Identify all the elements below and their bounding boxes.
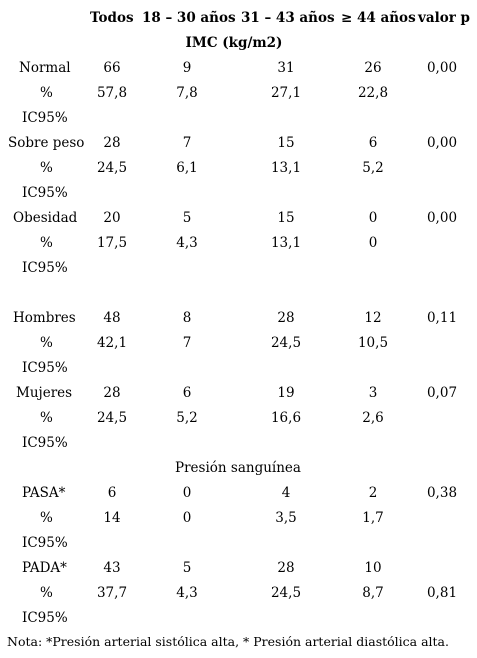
cell: 24,5 (96, 160, 128, 176)
row-label-pct: % (40, 85, 53, 101)
cell: 17,5 (96, 235, 128, 251)
cell: 5,2 (362, 160, 384, 176)
footnote: Nota: *Presión arterial sistólica alta, … (7, 634, 449, 649)
cell: 13,1 (270, 235, 302, 251)
cell: 7 (182, 135, 192, 151)
cell: 24,5 (96, 410, 128, 426)
cell: 24,5 (270, 585, 302, 601)
cell: 8,7 (362, 585, 384, 601)
cell: 12 (364, 310, 382, 326)
cell: 13,1 (270, 160, 302, 176)
cell: 16,6 (270, 410, 302, 426)
cell: 28 (103, 385, 121, 401)
row-label-pct: % (40, 335, 53, 351)
header-col-31-43: 31 – 43 años (241, 10, 335, 26)
cell: 0 (182, 485, 192, 501)
row-label-pct: % (40, 160, 53, 176)
cell: 0 (368, 210, 378, 226)
row-label-obesidad: Obesidad (13, 210, 78, 226)
cell: 9 (182, 60, 192, 76)
cell-pvalue: 0,38 (426, 485, 458, 501)
cell: 28 (277, 560, 295, 576)
cell: 5 (182, 210, 192, 226)
cell: 4 (281, 485, 291, 501)
cell: 66 (103, 60, 121, 76)
cell: 37,7 (96, 585, 128, 601)
cell: 28 (277, 310, 295, 326)
cell: 22,8 (357, 85, 389, 101)
cell-pvalue: 0,07 (426, 385, 458, 401)
cell: 48 (103, 310, 121, 326)
cell: 3,5 (275, 510, 297, 526)
header-col-todos: Todos (90, 10, 134, 26)
cell-pvalue: 0,00 (426, 210, 458, 226)
cell: 4,3 (176, 585, 198, 601)
section-presion: Presión sanguínea (175, 460, 301, 476)
row-label-mujeres: Mujeres (16, 385, 73, 401)
cell: 7,8 (176, 85, 198, 101)
cell: 2,6 (362, 410, 384, 426)
row-label-ic95: IC95% (22, 435, 68, 451)
cell: 20 (103, 210, 121, 226)
cell: 31 (277, 60, 295, 76)
row-label-sobre-peso: Sobre peso (8, 135, 85, 151)
row-label-ic95: IC95% (22, 360, 68, 376)
cell-pvalue: 0,00 (426, 135, 458, 151)
cell: 19 (277, 385, 295, 401)
row-label-pasa: PASA* (22, 485, 66, 501)
cell: 26 (364, 60, 382, 76)
section-imc: IMC (kg/m2) (185, 35, 283, 51)
row-label-pct: % (40, 235, 53, 251)
row-label-ic95: IC95% (22, 260, 68, 276)
cell: 0 (368, 235, 378, 251)
cell: 6 (182, 385, 192, 401)
row-label-pct: % (40, 510, 53, 526)
cell: 3 (368, 385, 378, 401)
row-label-ic95: IC95% (22, 110, 68, 126)
row-label-pct: % (40, 410, 53, 426)
cell: 8 (182, 310, 192, 326)
row-label-pada: PADA* (22, 560, 67, 576)
cell: 7 (182, 335, 192, 351)
row-label-pct: % (40, 585, 53, 601)
cell: 42,1 (96, 335, 128, 351)
cell-pvalue: 0,00 (426, 60, 458, 76)
cell: 10 (364, 560, 382, 576)
cell: 0 (182, 510, 192, 526)
cell: 15 (277, 135, 295, 151)
header-col-44: ≥ 44 años (341, 10, 416, 26)
header-col-18-30: 18 – 30 años (142, 10, 236, 26)
cell: 1,7 (362, 510, 384, 526)
row-label-normal: Normal (19, 60, 71, 76)
cell: 27,1 (270, 85, 302, 101)
row-label-hombres: Hombres (13, 310, 76, 326)
cell: 6 (107, 485, 117, 501)
row-label-ic95: IC95% (22, 185, 68, 201)
row-label-ic95: IC95% (22, 610, 68, 626)
cell: 5,2 (176, 410, 198, 426)
cell: 57,8 (96, 85, 128, 101)
cell: 4,3 (176, 235, 198, 251)
cell: 10,5 (357, 335, 389, 351)
cell: 28 (103, 135, 121, 151)
cell: 24,5 (270, 335, 302, 351)
cell: 5 (182, 560, 192, 576)
header-col-p: valor p (418, 10, 470, 26)
cell: 6 (368, 135, 378, 151)
cell: 14 (103, 510, 121, 526)
cell: 15 (277, 210, 295, 226)
cell: 2 (368, 485, 378, 501)
cell: 43 (103, 560, 121, 576)
cell-pvalue: 0,81 (426, 585, 458, 601)
cell-pvalue: 0,11 (426, 310, 458, 326)
row-label-ic95: IC95% (22, 535, 68, 551)
cell: 6,1 (176, 160, 198, 176)
